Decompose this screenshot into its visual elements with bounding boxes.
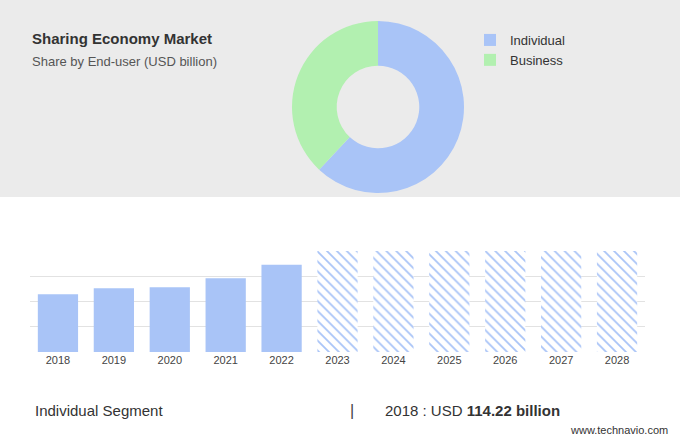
- svg-text:www.technavio.com: www.technavio.com: [570, 424, 668, 436]
- svg-text:Business: Business: [510, 53, 563, 68]
- svg-text:Sharing Economy Market: Sharing Economy Market: [32, 30, 212, 47]
- svg-text:Share by End-user (USD billion: Share by End-user (USD billion): [32, 54, 217, 69]
- svg-text:2020: 2020: [158, 354, 182, 366]
- svg-text:2022: 2022: [269, 354, 293, 366]
- svg-text:2018: 2018: [46, 354, 70, 366]
- svg-text:2026: 2026: [493, 354, 517, 366]
- svg-text:2023: 2023: [325, 354, 349, 366]
- svg-text:Individual Segment: Individual Segment: [35, 402, 163, 419]
- svg-text:2018 : USD 114.22 billion: 2018 : USD 114.22 billion: [385, 402, 560, 419]
- svg-text:2028: 2028: [605, 354, 629, 366]
- svg-text:|: |: [350, 402, 354, 419]
- svg-text:2019: 2019: [102, 354, 126, 366]
- svg-text:2024: 2024: [381, 354, 405, 366]
- svg-text:2025: 2025: [437, 354, 461, 366]
- svg-text:2021: 2021: [213, 354, 237, 366]
- svg-text:Individual: Individual: [510, 33, 565, 48]
- svg-text:2027: 2027: [549, 354, 573, 366]
